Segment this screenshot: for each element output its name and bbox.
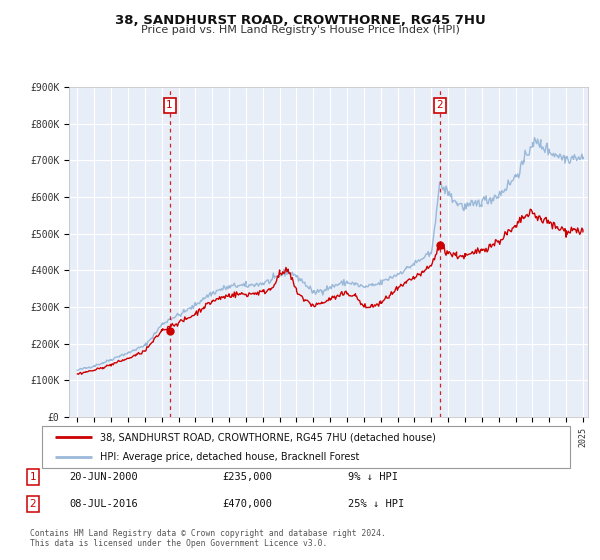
Text: 1: 1 bbox=[166, 100, 173, 110]
Text: This data is licensed under the Open Government Licence v3.0.: This data is licensed under the Open Gov… bbox=[30, 539, 328, 548]
Text: 1: 1 bbox=[29, 472, 37, 482]
Text: £470,000: £470,000 bbox=[222, 499, 272, 509]
Text: 9% ↓ HPI: 9% ↓ HPI bbox=[348, 472, 398, 482]
Text: 2: 2 bbox=[437, 100, 443, 110]
Text: £235,000: £235,000 bbox=[222, 472, 272, 482]
Text: 2: 2 bbox=[29, 499, 37, 509]
Text: 25% ↓ HPI: 25% ↓ HPI bbox=[348, 499, 404, 509]
Text: 38, SANDHURST ROAD, CROWTHORNE, RG45 7HU (detached house): 38, SANDHURST ROAD, CROWTHORNE, RG45 7HU… bbox=[100, 432, 436, 442]
Text: Contains HM Land Registry data © Crown copyright and database right 2024.: Contains HM Land Registry data © Crown c… bbox=[30, 529, 386, 538]
FancyBboxPatch shape bbox=[42, 426, 570, 468]
Text: 08-JUL-2016: 08-JUL-2016 bbox=[69, 499, 138, 509]
Text: Price paid vs. HM Land Registry's House Price Index (HPI): Price paid vs. HM Land Registry's House … bbox=[140, 25, 460, 35]
Text: 38, SANDHURST ROAD, CROWTHORNE, RG45 7HU: 38, SANDHURST ROAD, CROWTHORNE, RG45 7HU bbox=[115, 14, 485, 27]
Text: 20-JUN-2000: 20-JUN-2000 bbox=[69, 472, 138, 482]
Text: HPI: Average price, detached house, Bracknell Forest: HPI: Average price, detached house, Brac… bbox=[100, 452, 359, 462]
